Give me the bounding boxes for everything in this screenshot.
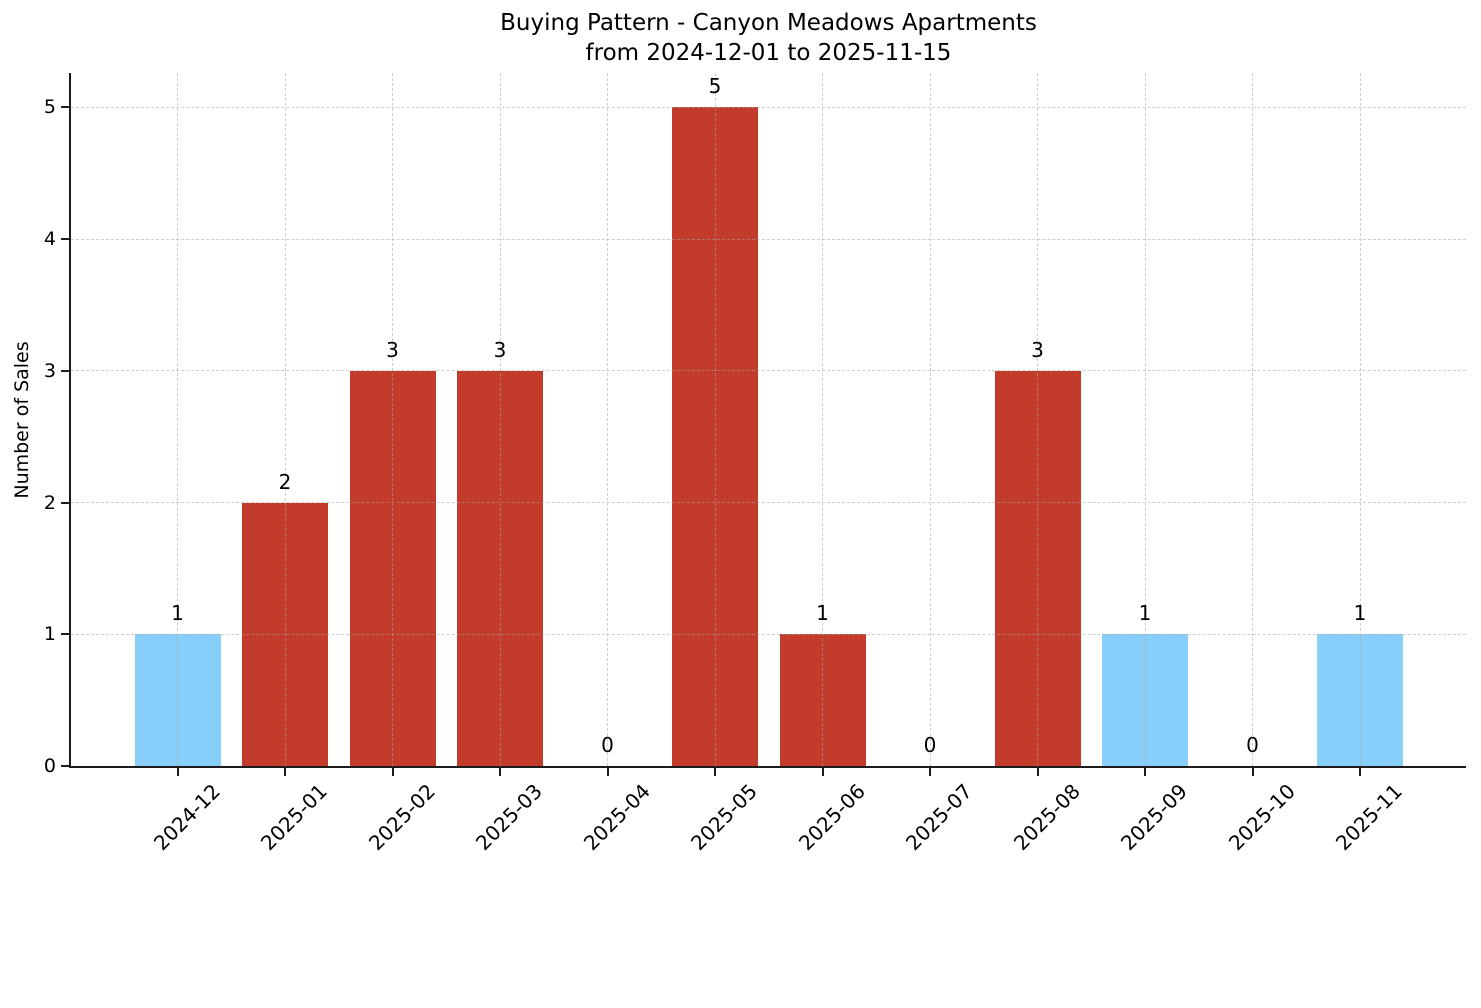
vertical-gridline xyxy=(392,73,393,766)
y-tick-mark xyxy=(61,106,69,109)
x-tick-mark xyxy=(821,768,824,776)
x-tick-mark xyxy=(284,768,286,776)
x-tick-label: 2025-02 xyxy=(363,779,440,856)
x-tick-mark xyxy=(929,768,931,776)
bar-value-label: 1 xyxy=(1138,601,1152,626)
y-tick-label: 1 xyxy=(43,623,56,646)
y-tick-label: 3 xyxy=(43,359,56,382)
vertical-gridline xyxy=(822,73,823,766)
bar-value-label: 1 xyxy=(816,601,829,626)
bar-value-label: 3 xyxy=(386,337,399,362)
chart-title-line2: from 2024-12-01 to 2025-11-15 xyxy=(585,40,952,66)
bar-value-label: 5 xyxy=(708,74,722,99)
bar-value-label: 0 xyxy=(1246,733,1259,757)
vertical-gridline xyxy=(1037,73,1038,766)
x-tick-mark xyxy=(391,768,394,776)
y-tick-mark xyxy=(61,369,69,372)
x-tick-label: 2025-11 xyxy=(1330,779,1407,856)
y-tick-label: 4 xyxy=(43,228,56,250)
vertical-gridline xyxy=(284,73,286,766)
bar-value-label: 1 xyxy=(1353,601,1367,626)
y-tick-mark xyxy=(61,501,69,504)
x-tick-mark xyxy=(1359,768,1361,776)
bar-value-label: 3 xyxy=(1031,337,1044,362)
vertical-gridline xyxy=(1144,73,1146,766)
y-tick-mark xyxy=(61,238,69,240)
x-tick-label: 2025-07 xyxy=(900,779,977,856)
x-tick-mark xyxy=(1036,768,1039,776)
vertical-gridline xyxy=(607,73,608,766)
x-tick-label: 2025-03 xyxy=(470,779,547,856)
x-tick-mark xyxy=(176,768,179,776)
vertical-gridline xyxy=(929,73,931,766)
chart-title: Buying Pattern - Canyon Meadows Apartmen… xyxy=(71,8,1466,68)
horizontal-gridline xyxy=(71,238,1466,240)
vertical-gridline xyxy=(499,73,501,766)
bar-value-label: 1 xyxy=(171,601,184,626)
x-tick-mark xyxy=(1144,768,1146,776)
vertical-gridline xyxy=(1359,73,1361,766)
x-tick-label: 2025-08 xyxy=(1008,779,1085,856)
y-tick-mark xyxy=(61,633,69,636)
x-tick-label: 2025-10 xyxy=(1223,779,1300,856)
y-tick-label: 2 xyxy=(43,491,56,514)
horizontal-gridline xyxy=(71,106,1466,108)
vertical-gridline xyxy=(177,73,178,766)
vertical-gridline xyxy=(1252,73,1253,766)
x-tick-label: 2024-12 xyxy=(148,779,225,856)
x-tick-mark xyxy=(499,768,501,776)
y-tick-mark xyxy=(61,765,69,767)
x-tick-label: 2025-04 xyxy=(578,779,655,856)
x-tick-mark xyxy=(606,768,609,776)
x-tick-label: 2025-05 xyxy=(685,779,762,856)
chart-title-line1: Buying Pattern - Canyon Meadows Apartmen… xyxy=(500,10,1037,36)
y-tick-label: 5 xyxy=(43,96,56,119)
x-tick-mark xyxy=(714,768,716,776)
vertical-gridline xyxy=(714,73,716,766)
y-tick-label: 0 xyxy=(43,755,56,777)
x-tick-label: 2025-09 xyxy=(1115,779,1192,856)
bar-value-label: 0 xyxy=(923,733,937,757)
x-tick-label: 2025-01 xyxy=(255,779,332,856)
horizontal-gridline xyxy=(71,633,1466,635)
bar-value-label: 0 xyxy=(601,733,614,757)
x-tick-label: 2025-06 xyxy=(793,779,870,856)
x-tick-mark xyxy=(1251,768,1254,776)
bar-value-label: 2 xyxy=(278,469,292,494)
horizontal-gridline xyxy=(71,502,1466,503)
bar-chart-figure: Buying Pattern - Canyon Meadows Apartmen… xyxy=(11,8,1466,855)
bar-value-label: 3 xyxy=(493,337,507,362)
horizontal-gridline xyxy=(71,370,1466,372)
